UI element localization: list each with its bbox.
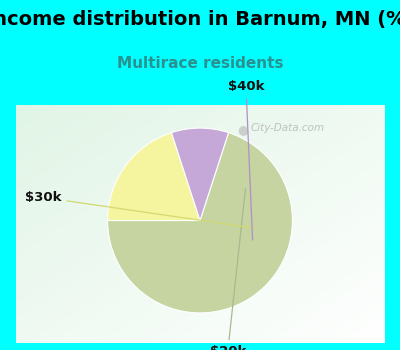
Text: City-Data.com: City-Data.com xyxy=(251,124,325,133)
Wedge shape xyxy=(172,128,228,220)
Text: $30k: $30k xyxy=(25,191,254,228)
Text: $20k: $20k xyxy=(210,189,246,350)
Text: ●: ● xyxy=(237,124,248,136)
Text: Multirace residents: Multirace residents xyxy=(117,56,283,71)
Wedge shape xyxy=(108,133,292,313)
Wedge shape xyxy=(108,133,200,220)
Text: Income distribution in Barnum, MN (%): Income distribution in Barnum, MN (%) xyxy=(0,10,400,29)
Text: $40k: $40k xyxy=(228,80,264,240)
